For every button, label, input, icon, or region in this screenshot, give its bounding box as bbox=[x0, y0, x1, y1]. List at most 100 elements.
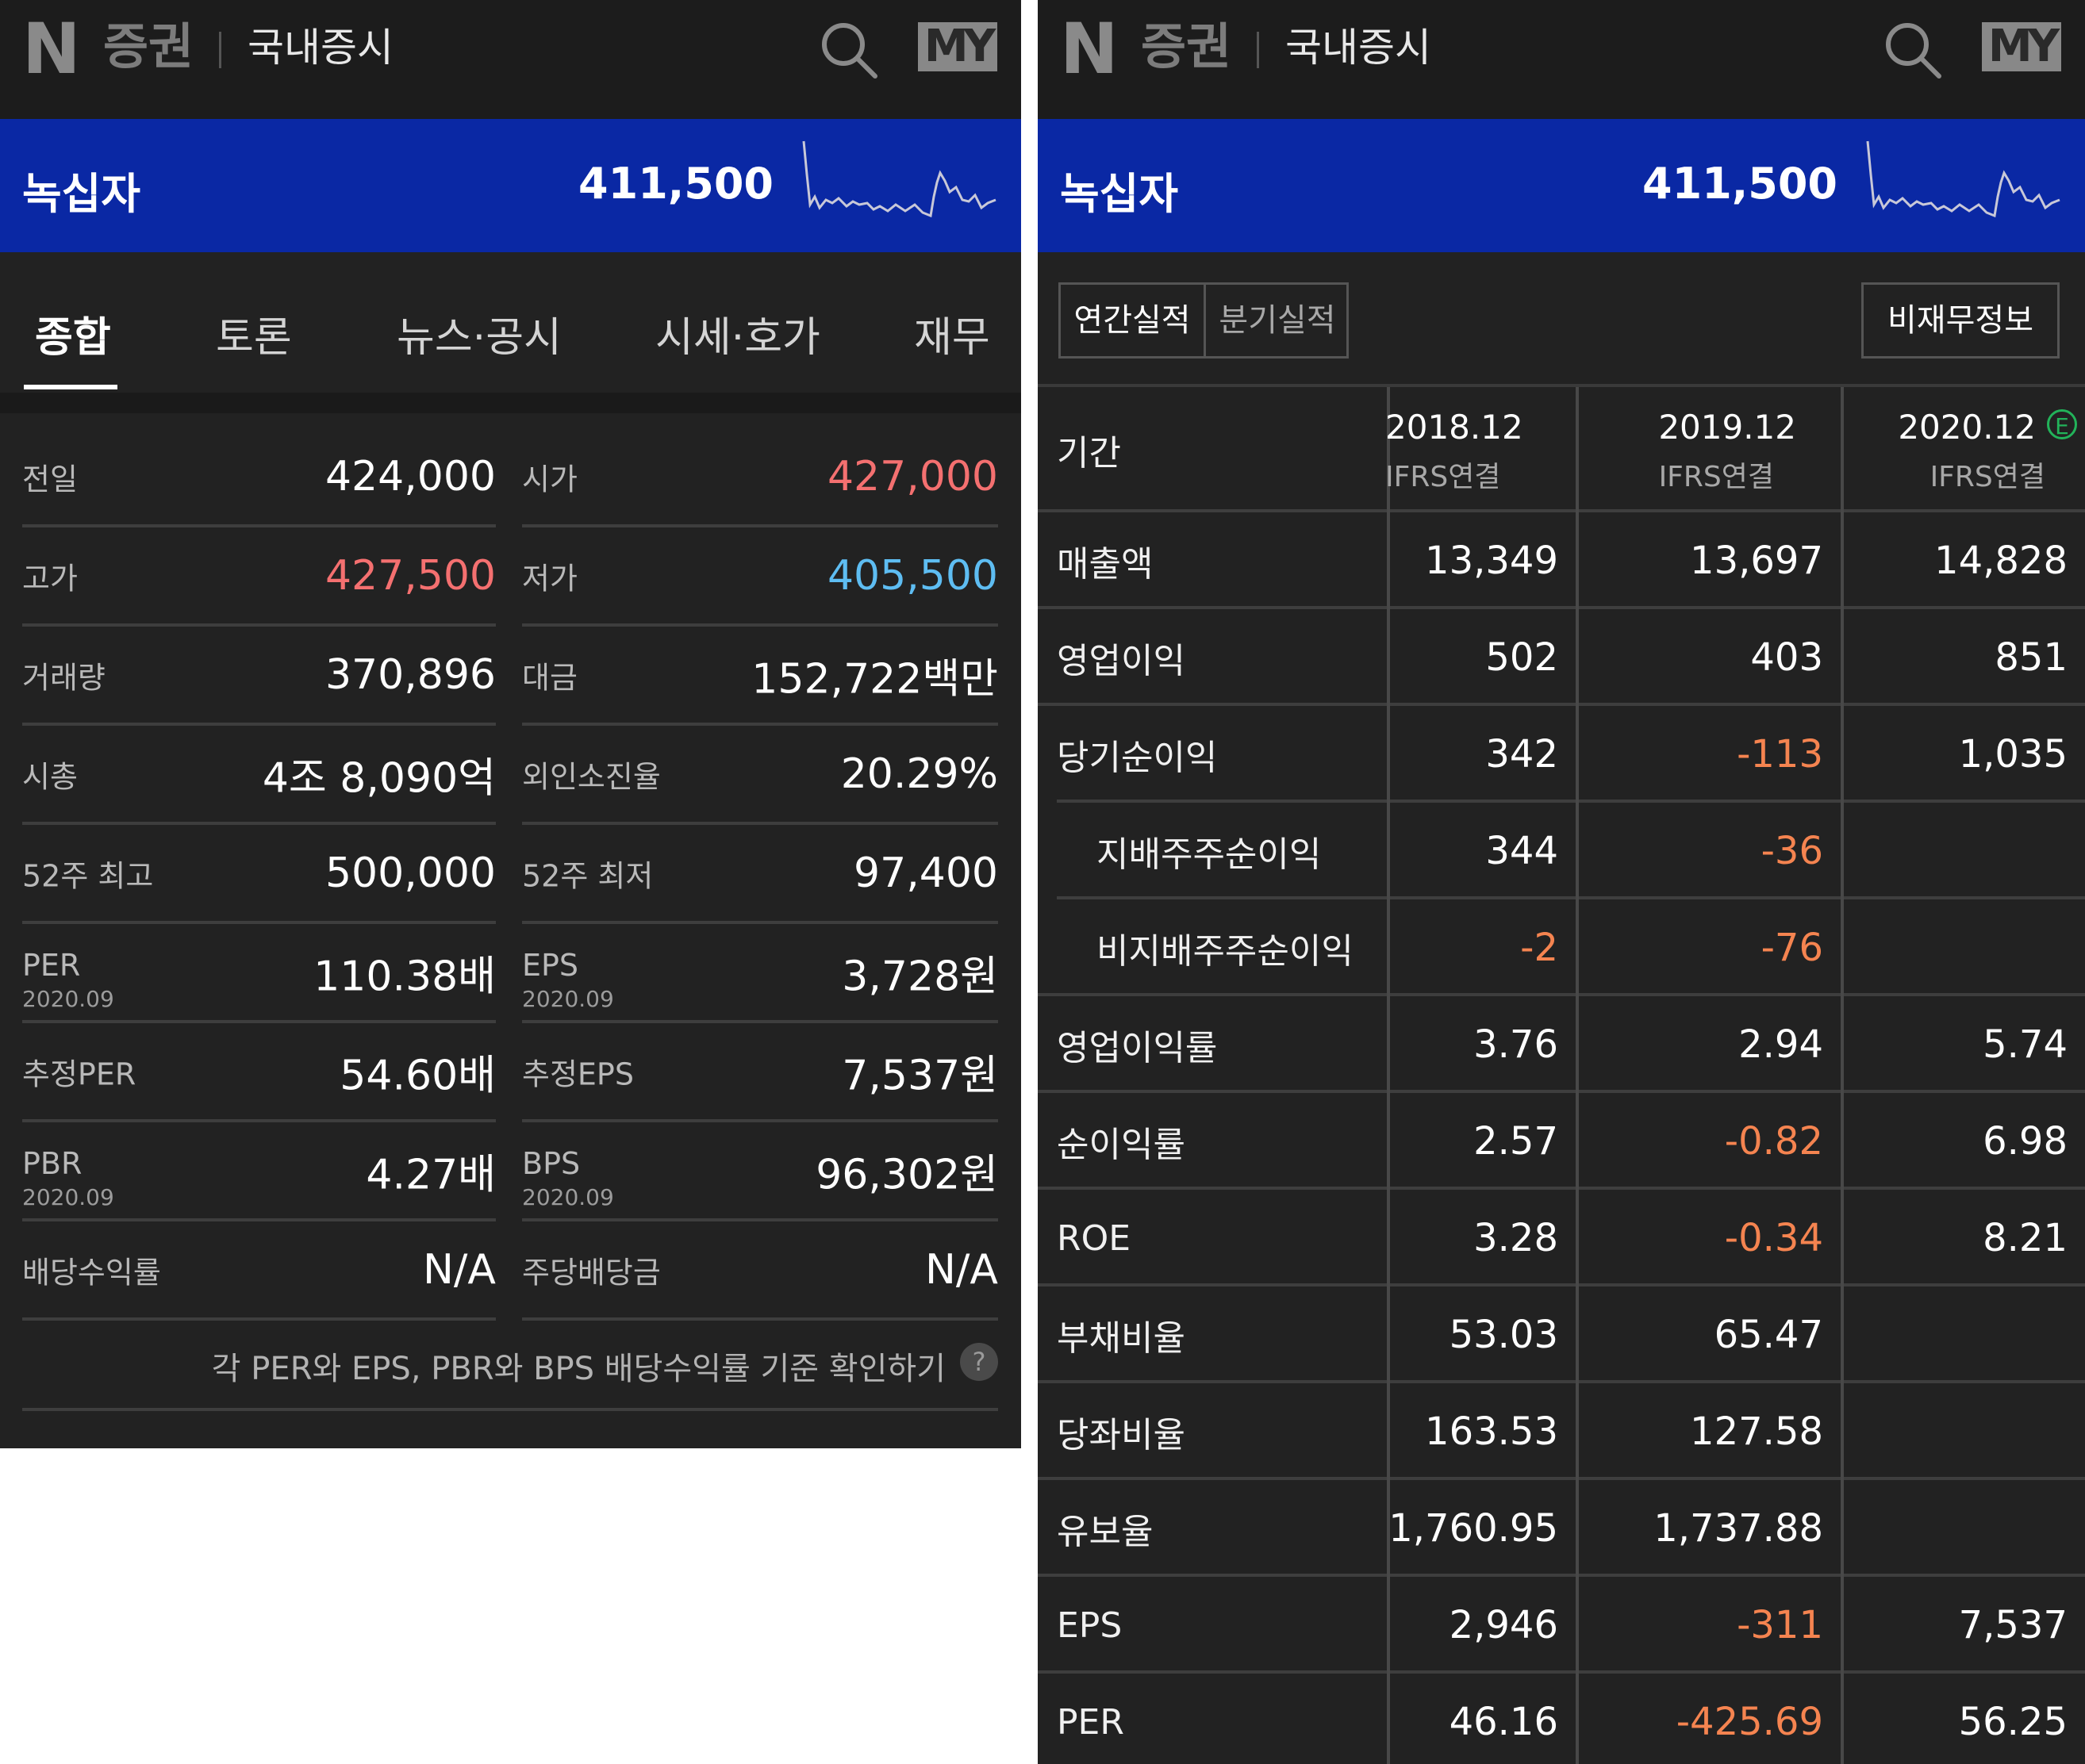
table-row: 영업이익률 3.76 2.94 5.74 bbox=[1038, 996, 2085, 1093]
cell-divider bbox=[1579, 1574, 1841, 1577]
table-header-row: 기간 2018.12 IFRS연결 2019.12 IFRS연결 2020.12 IFRS연… bbox=[1038, 387, 2085, 512]
app-header: N 증권 국내증시 MY bbox=[0, 0, 1021, 119]
cell-divider bbox=[1844, 896, 2085, 899]
stat-row: 전일 424,000 시가 427,000 bbox=[22, 428, 998, 527]
cell-divider bbox=[1844, 606, 2085, 609]
cell-value: -36 bbox=[1761, 829, 1823, 873]
period-toggle: 연간실적 분기실적 bbox=[1058, 282, 1349, 359]
cell-value: 53.03 bbox=[1449, 1313, 1558, 1357]
estimate-badge-icon[interactable]: E bbox=[2047, 409, 2077, 439]
table-row: EPS 2,946 -311 7,537 bbox=[1038, 1577, 2085, 1674]
stat-cell: 전일 424,000 bbox=[22, 428, 496, 527]
my-button[interactable]: MY bbox=[1982, 22, 2061, 71]
table-cell: 7,537 bbox=[1841, 1577, 2085, 1674]
table-row: 지배주주순이익 344 -36 bbox=[1038, 803, 2085, 899]
stat-label: 주당배당금 bbox=[522, 1255, 661, 1290]
stat-cell: 저가 405,500 bbox=[522, 527, 998, 627]
column-year: 2018.12 bbox=[1385, 408, 1523, 447]
table-cell: -0.82 bbox=[1576, 1093, 1841, 1190]
stat-cell: PBR 2020.09 4.27배 bbox=[22, 1122, 496, 1221]
tab-discussion[interactable]: 토론 bbox=[216, 314, 292, 362]
quarterly-results-button[interactable]: 분기실적 bbox=[1204, 285, 1349, 356]
stat-label: 52주 최고 bbox=[22, 858, 154, 893]
cell-value: 5.74 bbox=[1983, 1022, 2068, 1067]
tab-summary[interactable]: 종합 bbox=[35, 314, 111, 362]
cell-divider bbox=[1579, 1477, 1841, 1480]
cell-divider bbox=[1579, 800, 1841, 803]
my-button[interactable]: MY bbox=[918, 22, 997, 71]
table-row: ROE 3.28 -0.34 8.21 bbox=[1038, 1190, 2085, 1287]
stat-value: 54.60배 bbox=[340, 1052, 496, 1099]
table-cell: 502 bbox=[1387, 609, 1576, 706]
row-divider bbox=[1038, 1477, 1387, 1480]
stat-cell: BPS 2020.09 96,302원 bbox=[522, 1122, 998, 1221]
cell-divider bbox=[1844, 1477, 2085, 1480]
row-divider bbox=[1038, 1090, 1387, 1093]
cell-value: 46.16 bbox=[1449, 1700, 1558, 1744]
stat-cell: 배당수익률 N/A bbox=[22, 1221, 496, 1321]
stat-cell: 거래량 370,896 bbox=[22, 627, 496, 726]
stat-value: 96,302원 bbox=[816, 1151, 998, 1198]
table-cell: 13,349 bbox=[1387, 512, 1576, 609]
section-title[interactable]: 국내증시 bbox=[248, 25, 394, 71]
stat-value: 3,728원 bbox=[842, 953, 998, 1000]
stat-label: 전일 bbox=[22, 462, 78, 497]
cell-divider bbox=[1390, 703, 1576, 706]
stat-label: PER bbox=[22, 948, 81, 983]
cell-value: 2.94 bbox=[1738, 1022, 1823, 1067]
cell-value: 163.53 bbox=[1425, 1409, 1558, 1454]
cell-value: -113 bbox=[1737, 732, 1823, 777]
search-icon[interactable] bbox=[816, 17, 880, 81]
tab-news[interactable]: 뉴스·공시 bbox=[397, 314, 562, 362]
stat-label: PBR bbox=[22, 1146, 83, 1181]
cell-divider bbox=[1390, 606, 1576, 609]
table-cell bbox=[1841, 803, 2085, 899]
metric-basis-notice[interactable]: 각 PER와 EPS, PBR와 BPS 배당수익률 기준 확인하기 ? bbox=[22, 1321, 998, 1411]
cell-value: 13,349 bbox=[1425, 539, 1558, 583]
cell-value: 65.47 bbox=[1714, 1313, 1823, 1357]
table-cell: 14,828 bbox=[1841, 512, 2085, 609]
stat-value: 110.38배 bbox=[313, 953, 496, 1000]
logo-text[interactable]: 증권 bbox=[103, 17, 194, 75]
price-sparkline[interactable] bbox=[1864, 135, 2063, 238]
section-title[interactable]: 국내증시 bbox=[1285, 25, 1431, 71]
search-icon[interactable] bbox=[1880, 17, 1944, 81]
stat-row: 추정PER 54.60배 추정EPS 7,537원 bbox=[22, 1023, 998, 1122]
column-basis: IFRS연결 bbox=[1385, 461, 1501, 493]
stat-label: 시총 bbox=[22, 759, 78, 794]
price-sparkline[interactable] bbox=[801, 135, 999, 238]
logo-text[interactable]: 증권 bbox=[1141, 17, 1232, 75]
table-row: 영업이익 502 403 851 bbox=[1038, 609, 2085, 706]
cell-value: -2 bbox=[1520, 926, 1558, 970]
notice-text[interactable]: 각 PER와 EPS, PBR와 BPS 배당수익률 기준 확인하기 bbox=[211, 1351, 946, 1387]
tab-quotes[interactable]: 시세·호가 bbox=[655, 314, 820, 362]
table-cell: 3.28 bbox=[1387, 1190, 1576, 1287]
table-row: 유보율 1,760.95 1,737.88 bbox=[1038, 1480, 2085, 1577]
stat-value: 500,000 bbox=[324, 849, 496, 897]
stat-value: 4.27배 bbox=[366, 1151, 496, 1198]
table-cell: 851 bbox=[1841, 609, 2085, 706]
naver-logo[interactable]: N bbox=[1060, 8, 1119, 90]
table-cell: -36 bbox=[1576, 803, 1841, 899]
cell-divider bbox=[1390, 993, 1576, 996]
cell-divider bbox=[1844, 1187, 2085, 1190]
cell-divider bbox=[1579, 606, 1841, 609]
cell-divider bbox=[1844, 1574, 2085, 1577]
stat-label: 시가 bbox=[522, 462, 578, 497]
table-cell: -2 bbox=[1387, 899, 1576, 996]
table-row: 당기순이익 342 -113 1,035 bbox=[1038, 706, 2085, 803]
active-tab-indicator bbox=[24, 385, 117, 389]
naver-logo[interactable]: N bbox=[22, 8, 81, 90]
cell-value: 2.57 bbox=[1473, 1119, 1558, 1164]
nonfinancial-info-button[interactable]: 비재무정보 bbox=[1861, 282, 2060, 359]
row-label: 부채비율 bbox=[1057, 1318, 1185, 1359]
tab-finance[interactable]: 재무 bbox=[914, 314, 990, 362]
help-icon[interactable]: ? bbox=[960, 1343, 998, 1381]
row-label: 매출액 bbox=[1057, 544, 1154, 585]
stat-row: 시총 4조 8,090억 외인소진율 20.29% bbox=[22, 726, 998, 825]
cell-value: 1,035 bbox=[1958, 732, 2068, 777]
stat-label: 저가 bbox=[522, 561, 578, 596]
annual-results-button[interactable]: 연간실적 bbox=[1073, 302, 1191, 339]
cell-divider bbox=[1390, 1090, 1576, 1093]
cell-divider bbox=[1579, 1380, 1841, 1383]
